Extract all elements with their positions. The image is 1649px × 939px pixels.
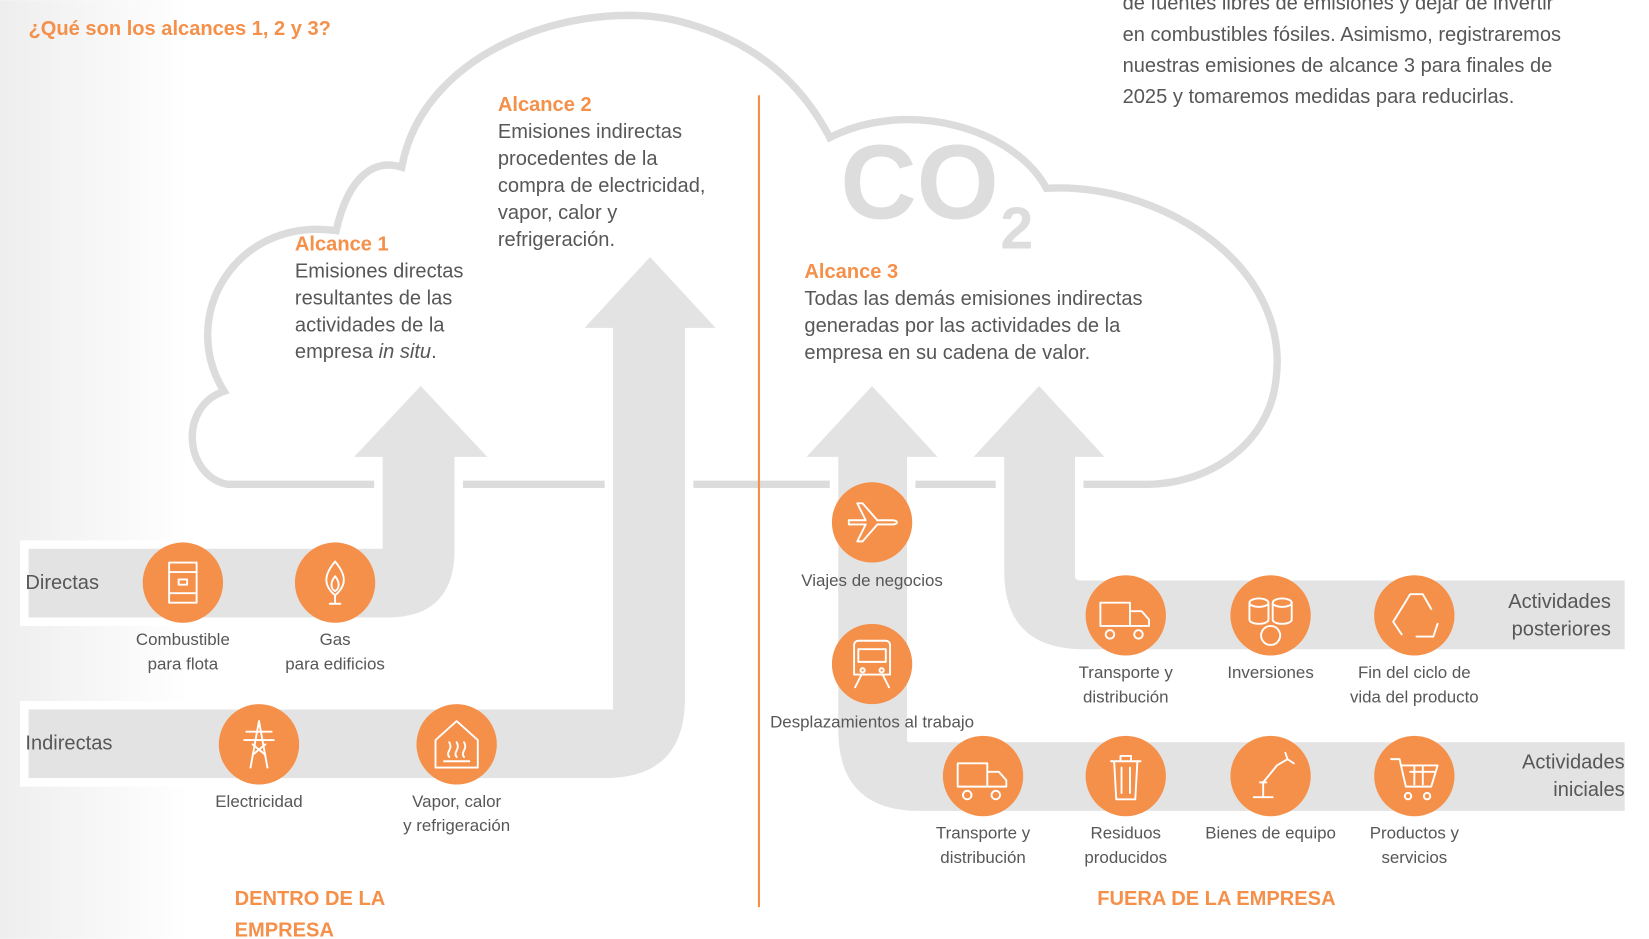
scope-text-part: . <box>431 342 437 364</box>
scope-text: actividades de la <box>295 315 445 337</box>
row-label: iniciales <box>1553 779 1624 801</box>
source-label: y refrigeración <box>403 816 510 835</box>
intro-line: 2025 y tomaremos medidas para reducirlas… <box>1123 86 1515 108</box>
row-label: Actividades <box>1508 591 1611 613</box>
scope-text: Todas las demás emisiones indirectas <box>804 288 1142 310</box>
source-label: Transporte y <box>1079 663 1174 682</box>
icon-glyph <box>434 720 479 769</box>
icon-glyph <box>847 502 898 543</box>
row-label: posteriores <box>1512 618 1611 640</box>
source-label: distribución <box>1083 687 1169 706</box>
source-label: Transporte y <box>936 824 1031 843</box>
source-icon <box>1085 575 1166 656</box>
arrows <box>20 244 1634 820</box>
source-label: Fin del ciclo de <box>1358 663 1471 682</box>
source-label: Productos y <box>1370 824 1460 843</box>
icon-glyph <box>1248 597 1293 646</box>
arrow-scope-2 <box>20 244 735 787</box>
section-label: EMPRESA <box>235 920 334 939</box>
scope-text: empresa en su cadena de valor. <box>804 342 1090 364</box>
scope-text: procedentes de la <box>498 148 658 170</box>
scope-text-part: empresa <box>295 342 379 364</box>
scope-text: refrigeración. <box>498 229 615 251</box>
source-label: vida del producto <box>1350 687 1479 706</box>
background-shade <box>0 0 191 939</box>
source-label: Gas <box>320 630 351 649</box>
row-label: Indirectas <box>25 733 112 755</box>
scope-text-italic: in situ <box>379 342 431 364</box>
intro-line: nuestras emisiones de alcance 3 para fin… <box>1123 55 1553 77</box>
source-icon <box>831 482 913 563</box>
icon-glyph <box>1252 751 1295 799</box>
cloud <box>188 11 1281 489</box>
scope-text: Emisiones directas <box>295 261 464 283</box>
scope-text: generadas por las actividades de la <box>804 315 1121 337</box>
section-label: DENTRO DE LA <box>235 888 386 910</box>
source-label: para edificios <box>285 655 385 674</box>
arrow-scope-3-upstream <box>787 373 1634 820</box>
source-label: Viajes de negocios <box>801 571 943 590</box>
icon-glyph <box>1390 758 1439 801</box>
scope-title: Alcance 1 <box>295 234 389 256</box>
scope-text: Emisiones indirectas <box>498 121 682 143</box>
source-icon <box>1230 575 1311 656</box>
source-icon <box>294 542 376 623</box>
source-label: distribución <box>940 848 1026 867</box>
source-label: producidos <box>1084 848 1167 867</box>
source-label: Vapor, calor <box>412 792 501 811</box>
icon-glyph <box>325 560 345 605</box>
source-icon <box>1374 575 1455 656</box>
arrow-scope-1 <box>20 373 507 626</box>
source-label: Bienes de equipo <box>1205 824 1336 843</box>
source-label: Inversiones <box>1227 663 1313 682</box>
intro-line: en combustibles fósiles. Asimismo, regis… <box>1123 24 1562 46</box>
source-label: Residuos <box>1091 824 1161 843</box>
section-label: FUERA DE LA EMPRESA <box>1097 888 1335 910</box>
scope-text: resultantes de las <box>295 288 452 310</box>
scope-title: Alcance 3 <box>804 261 898 283</box>
co2-subscript: 2 <box>1000 194 1033 261</box>
icon-glyph <box>1099 601 1150 640</box>
icon-glyph <box>1392 593 1439 638</box>
heading: ¿Qué son los alcances 1, 2 y 3? <box>29 18 331 40</box>
source-icon <box>831 623 913 705</box>
scope-text: empresa in situ. <box>295 342 437 364</box>
source-icon <box>942 735 1024 817</box>
source-label: servicios <box>1381 848 1447 867</box>
icon-glyph <box>956 762 1008 801</box>
source-label: Electricidad <box>215 792 302 811</box>
icon-glyph <box>1110 755 1142 801</box>
source-icon <box>142 542 224 623</box>
source-label: para flota <box>148 655 219 674</box>
source-icon <box>1085 735 1166 817</box>
row-label: Directas <box>25 572 99 594</box>
row-label: Actividades <box>1522 752 1625 774</box>
source-icon <box>218 704 300 785</box>
icon-glyph <box>243 720 275 769</box>
icon-glyph <box>168 561 198 604</box>
co2-symbol: CO <box>840 123 999 241</box>
source-icon <box>1230 735 1311 817</box>
source-label: Desplazamientos al trabajo <box>770 713 974 732</box>
icon-glyph <box>853 639 891 689</box>
scope-text: vapor, calor y <box>498 202 617 224</box>
source-label: Combustible <box>136 630 230 649</box>
intro-line: de fuentes libres de emisiones y dejar d… <box>1123 0 1554 15</box>
scope-text: compra de electricidad, <box>498 175 706 197</box>
content: ¿Qué son los alcances 1, 2 y 3? de fuente… <box>25 0 1624 939</box>
scope-title: Alcance 2 <box>498 94 592 116</box>
